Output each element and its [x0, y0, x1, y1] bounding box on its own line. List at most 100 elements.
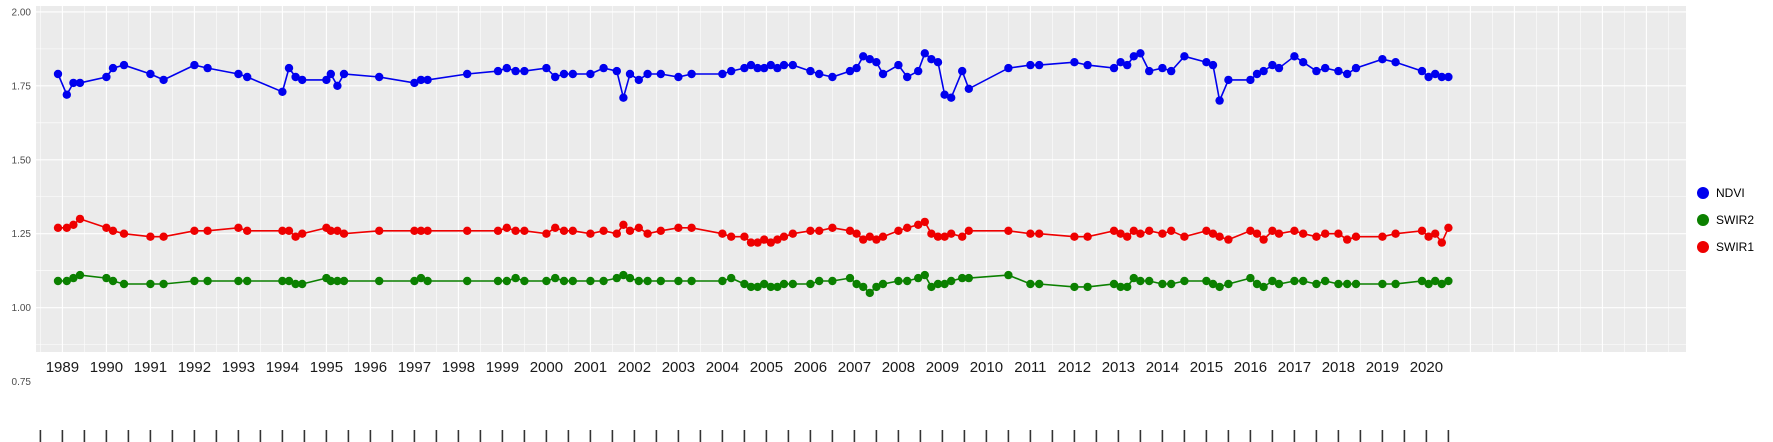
- legend: NDVI SWIR2 SWIR1: [1697, 179, 1754, 260]
- data-point: [964, 226, 973, 235]
- data-point: [146, 69, 155, 79]
- data-point: [333, 276, 342, 286]
- data-point: [146, 232, 155, 241]
- data-point: [1299, 276, 1308, 286]
- data-point: [416, 75, 426, 85]
- data-point: [551, 273, 560, 283]
- y-axis-label: 1.75: [12, 81, 32, 92]
- data-point: [718, 276, 727, 286]
- data-point: [766, 60, 775, 70]
- data-point: [1299, 58, 1308, 67]
- data-point: [1202, 58, 1211, 67]
- data-point: [298, 279, 307, 289]
- data-point: [119, 279, 129, 289]
- data-point: [1208, 60, 1218, 70]
- data-point: [760, 279, 769, 289]
- data-point: [760, 63, 769, 73]
- data-point: [1158, 279, 1167, 289]
- data-point: [894, 226, 903, 235]
- data-point: [1180, 276, 1189, 286]
- data-point: [542, 63, 551, 73]
- data-point: [586, 229, 595, 238]
- data-point: [1004, 270, 1013, 280]
- data-point: [806, 226, 815, 235]
- data-point: [619, 270, 628, 280]
- x-axis-label: 2010: [970, 359, 1003, 376]
- legend-swatch-ndvi: [1697, 186, 1709, 199]
- data-point: [1299, 229, 1308, 238]
- data-point: [773, 63, 782, 73]
- data-point: [1321, 63, 1330, 73]
- data-point: [53, 276, 63, 286]
- data-point: [1252, 229, 1262, 238]
- data-point: [502, 63, 511, 73]
- data-point: [203, 276, 212, 286]
- data-point: [1158, 229, 1167, 238]
- data-point: [612, 273, 621, 283]
- data-point: [1391, 279, 1400, 289]
- y-axis-labels: 2.00 1.75 1.50 1.25 1.00 0.75: [12, 7, 32, 388]
- data-point: [333, 81, 342, 91]
- data-point: [788, 229, 797, 238]
- data-point: [958, 232, 967, 241]
- data-point: [243, 276, 252, 286]
- data-point: [788, 279, 797, 289]
- data-point: [69, 78, 78, 88]
- data-point: [463, 226, 472, 235]
- data-point: [1391, 58, 1400, 67]
- data-point: [298, 229, 307, 238]
- data-point: [1431, 229, 1440, 238]
- data-point: [779, 279, 789, 289]
- data-point: [674, 276, 683, 286]
- data-point: [1343, 235, 1352, 244]
- data-point: [375, 72, 384, 82]
- data-point: [727, 66, 736, 76]
- data-point: [1312, 66, 1321, 76]
- data-point: [1252, 279, 1262, 289]
- data-point: [1109, 63, 1119, 73]
- data-point: [643, 69, 652, 79]
- data-point: [568, 276, 577, 286]
- data-point: [740, 63, 749, 73]
- x-axis-label: 1989: [46, 359, 79, 376]
- data-point: [746, 238, 756, 247]
- data-point: [375, 226, 384, 235]
- data-point: [872, 282, 881, 292]
- data-point: [599, 276, 608, 286]
- legend-swatch-swir1: [1697, 240, 1709, 253]
- data-point: [542, 229, 551, 238]
- x-axis-label: 1998: [442, 359, 475, 376]
- data-point: [718, 229, 727, 238]
- data-point: [760, 235, 769, 244]
- x-axis-label: 1997: [398, 359, 431, 376]
- data-point: [894, 60, 903, 70]
- data-point: [1083, 282, 1092, 292]
- data-point: [612, 229, 621, 238]
- data-point: [1026, 229, 1035, 238]
- data-point: [947, 229, 956, 238]
- legend-item-ndvi: NDVI: [1697, 179, 1754, 206]
- x-axis-label: 1991: [134, 359, 167, 376]
- data-point: [746, 282, 756, 292]
- data-point: [859, 52, 868, 61]
- data-point: [511, 273, 520, 283]
- data-point: [1129, 52, 1139, 61]
- data-point: [1224, 235, 1233, 244]
- data-point: [788, 60, 797, 70]
- x-axis-label: 1992: [178, 359, 211, 376]
- data-point: [159, 75, 168, 85]
- data-point: [1351, 63, 1361, 73]
- data-point: [1215, 96, 1224, 105]
- data-point: [903, 223, 912, 232]
- x-axis-label: 2003: [662, 359, 695, 376]
- data-point: [62, 90, 71, 99]
- data-point: [291, 72, 300, 82]
- data-point: [1246, 226, 1255, 235]
- y-axis-label: 1.00: [12, 303, 32, 314]
- data-point: [687, 276, 696, 286]
- data-point: [859, 235, 868, 244]
- data-point: [416, 226, 426, 235]
- data-point: [339, 276, 349, 286]
- x-axis-ticks: [39, 430, 1450, 442]
